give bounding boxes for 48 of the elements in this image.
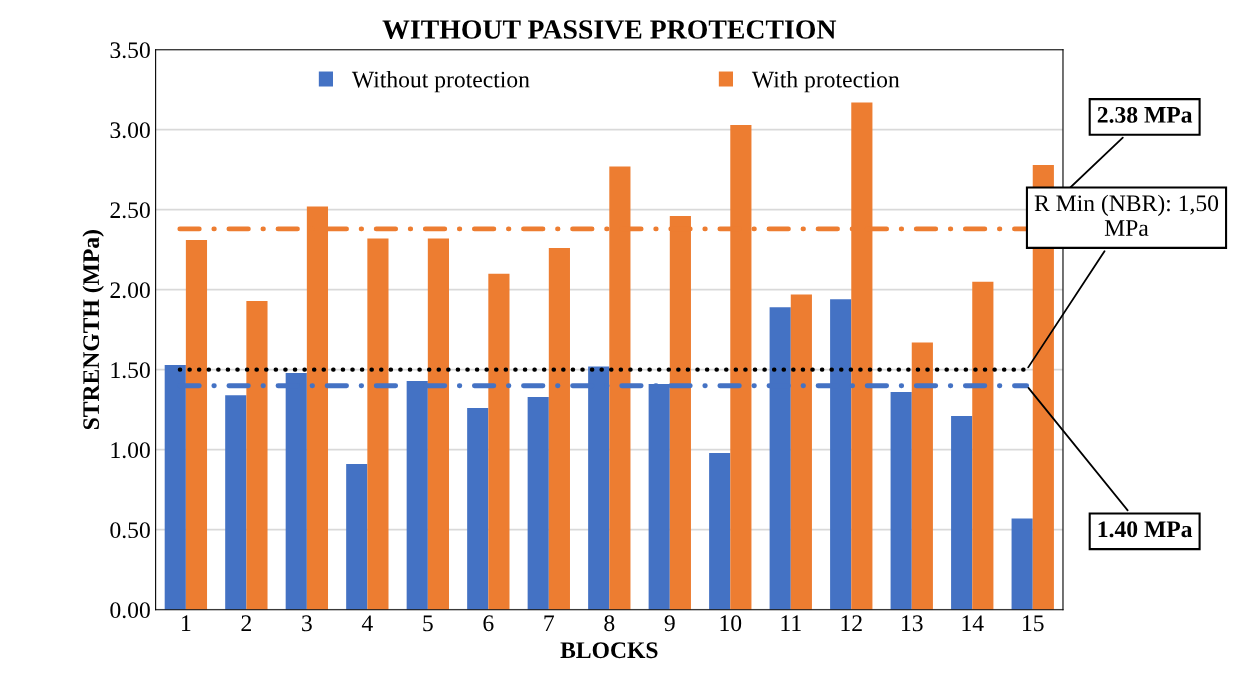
chart-title: WITHOUT PASSIVE PROTECTION bbox=[382, 20, 837, 40]
x-tick-label: 8 bbox=[604, 615, 615, 632]
legend-label: With protection bbox=[751, 70, 900, 93]
x-tick-label: 15 bbox=[1023, 615, 1044, 632]
bar bbox=[911, 342, 933, 610]
ref-line-label: 2.38 MPa bbox=[1097, 106, 1193, 123]
bar bbox=[709, 452, 731, 610]
x-tick-label: 1 bbox=[182, 615, 191, 631]
bar bbox=[890, 392, 912, 610]
ref-line-label: R Min (NBR): 1,50 MPa bbox=[1034, 194, 1219, 236]
bar bbox=[951, 416, 973, 610]
x-tick-label: 9 bbox=[664, 615, 675, 632]
x-tick-label: 13 bbox=[902, 615, 923, 632]
x-tick-label: 5 bbox=[423, 615, 433, 632]
bar bbox=[467, 408, 489, 610]
bar bbox=[185, 240, 208, 610]
bar bbox=[246, 300, 268, 610]
bar bbox=[790, 294, 812, 610]
y-tick-label: 1.50 bbox=[111, 362, 150, 379]
y-tick-label: 2.50 bbox=[110, 202, 150, 219]
ref-line-label: 1.40 MPa bbox=[1098, 521, 1193, 538]
bar bbox=[527, 396, 549, 610]
y-tick-label: 0.50 bbox=[110, 522, 150, 539]
x-tick-label: 10 bbox=[720, 615, 742, 632]
y-tick-label: 2.00 bbox=[110, 282, 150, 299]
y-tick-label: 0.00 bbox=[110, 602, 150, 619]
x-tick-label: 3 bbox=[302, 615, 312, 632]
x-tick-label: 7 bbox=[544, 615, 555, 631]
x-tick-label: 11 bbox=[781, 615, 801, 631]
x-axis-title: BLOCKS bbox=[560, 642, 658, 659]
bar bbox=[427, 238, 449, 610]
x-tick-label: 2 bbox=[241, 615, 251, 631]
bar bbox=[972, 281, 994, 610]
bar bbox=[548, 248, 570, 610]
bar bbox=[367, 238, 389, 610]
y-axis-title: STRENGTH (MPa) bbox=[82, 230, 104, 430]
bar bbox=[488, 273, 510, 610]
y-tick-label: 3.00 bbox=[110, 122, 150, 139]
bar bbox=[1011, 518, 1033, 610]
x-tick-label: 4 bbox=[361, 615, 373, 631]
x-tick-label: 6 bbox=[483, 615, 494, 632]
x-tick-label: 14 bbox=[962, 615, 984, 631]
y-tick-label: 3.50 bbox=[110, 42, 150, 59]
legend-label: Without protection bbox=[351, 70, 530, 93]
x-tick-label: 12 bbox=[841, 615, 862, 631]
bar bbox=[225, 395, 247, 610]
y-tick-label: 1.00 bbox=[111, 442, 150, 459]
bar bbox=[346, 464, 368, 610]
